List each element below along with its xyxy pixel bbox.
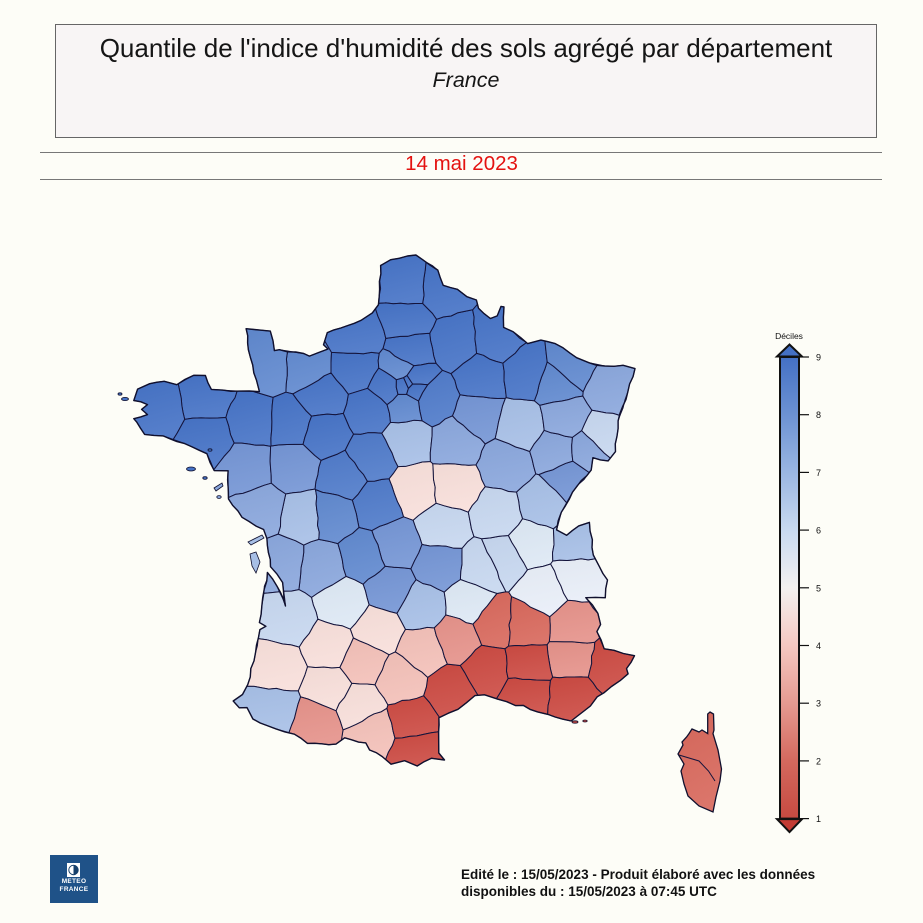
- svg-text:1: 1: [816, 814, 821, 824]
- svg-text:4: 4: [816, 641, 821, 651]
- svg-text:Déciles: Déciles: [775, 331, 803, 341]
- svg-text:9: 9: [816, 353, 821, 363]
- svg-text:6: 6: [816, 526, 821, 536]
- svg-text:2: 2: [816, 756, 821, 766]
- svg-text:5: 5: [816, 583, 821, 593]
- svg-text:8: 8: [816, 410, 821, 420]
- svg-text:7: 7: [816, 468, 821, 478]
- svg-text:3: 3: [816, 699, 821, 709]
